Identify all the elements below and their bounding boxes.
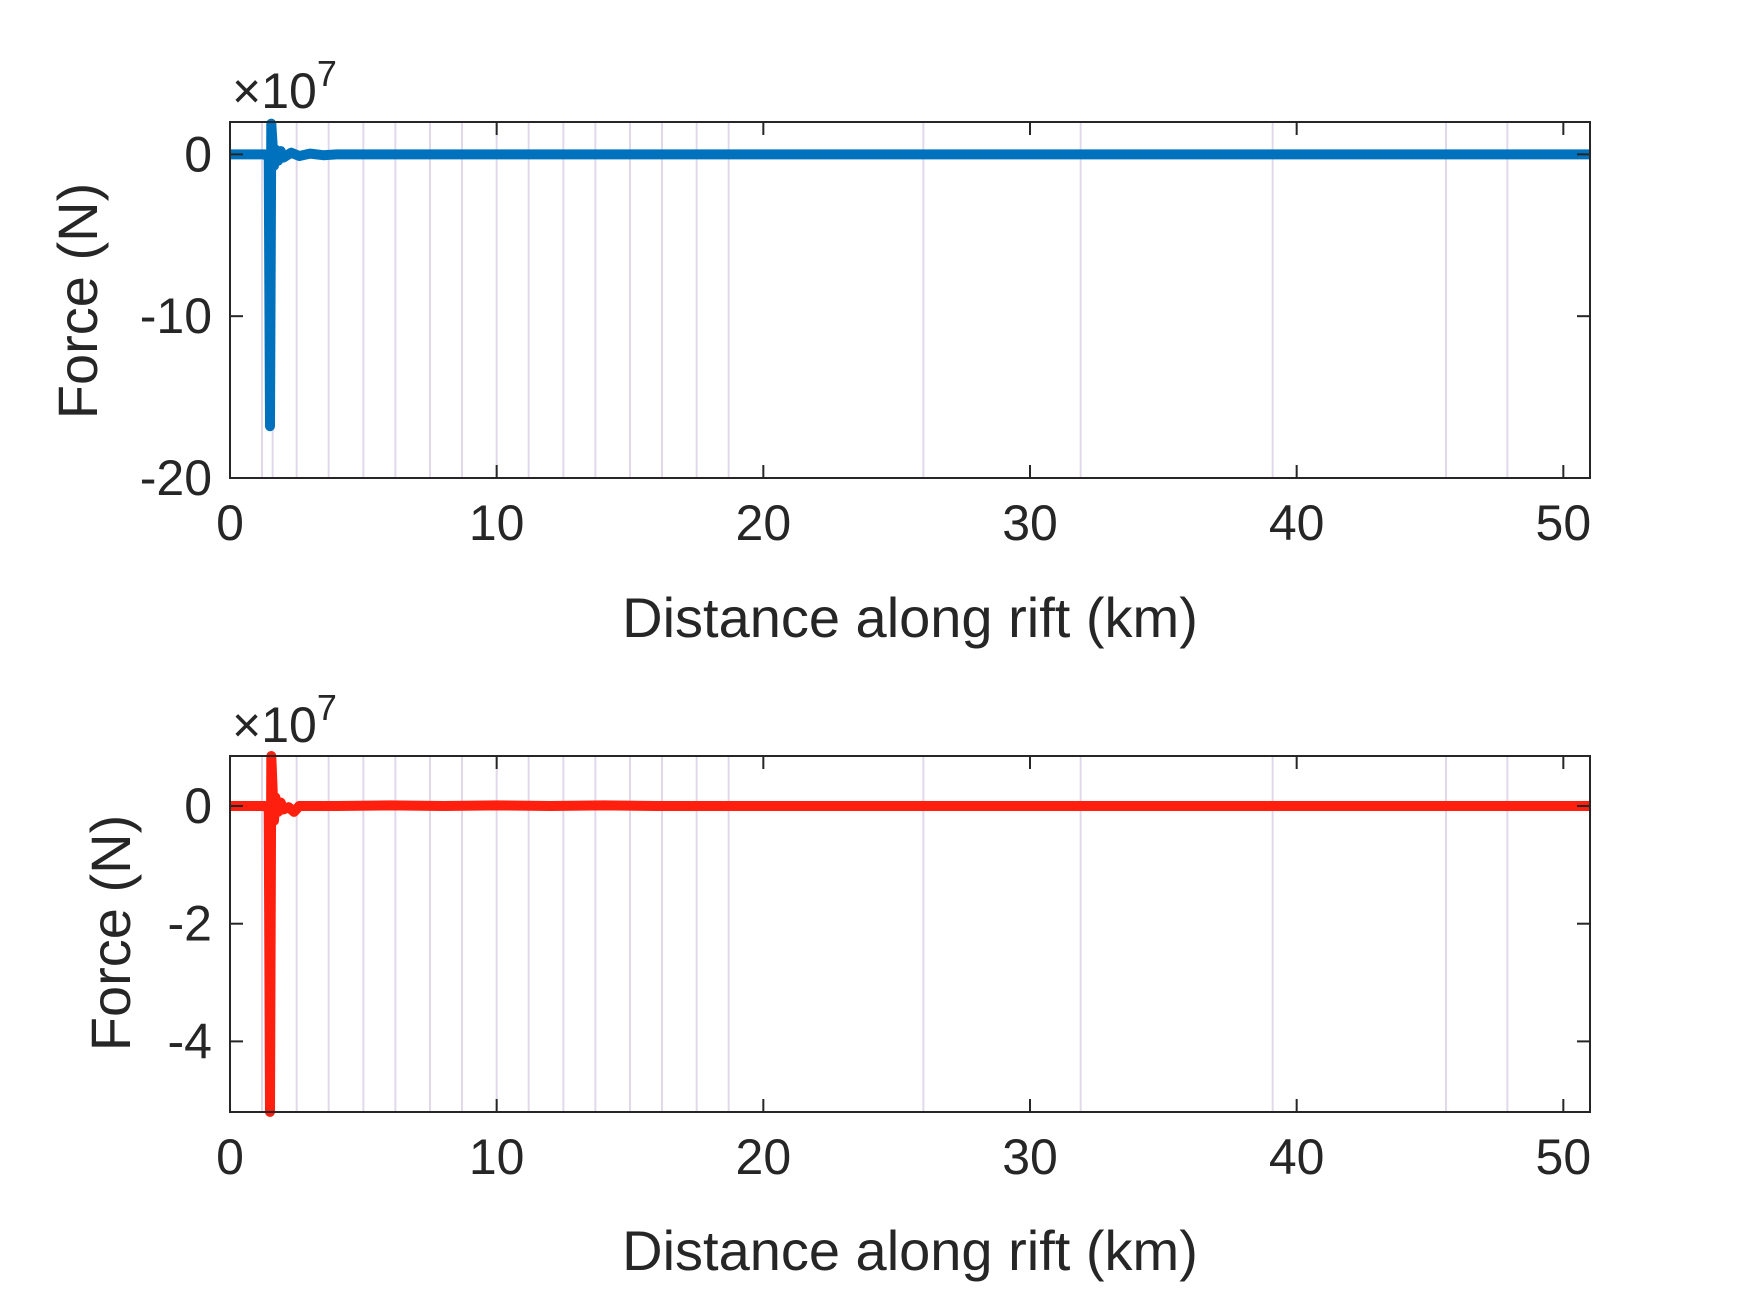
bottom-y-axis-label: Force (N) (79, 815, 142, 1051)
bottom-x-axis-label: Distance along rift (km) (622, 1219, 1198, 1282)
bottom-plot-area (230, 756, 1590, 1112)
top-x-tick-label: 0 (216, 495, 244, 551)
bottom-y-tick-label: -4 (168, 1013, 212, 1069)
top-x-axis-label: Distance along rift (km) (622, 586, 1198, 649)
top-x-tick-label: 30 (1002, 495, 1058, 551)
top-y-axis-label: Force (N) (46, 183, 109, 419)
top-force-panel: Force (N) Distance along rift (km) ×107 … (46, 53, 1591, 649)
bottom-x-tick-label: 10 (469, 1129, 525, 1185)
top-y-tick-label: 0 (184, 126, 212, 182)
top-y-tick-label: -20 (140, 450, 212, 506)
bottom-y-exponent-base: ×10 (232, 697, 317, 753)
bottom-force-series-line (230, 751, 1590, 1117)
bottom-y-tick-label: -2 (168, 896, 212, 952)
bottom-x-tick-label: 40 (1269, 1129, 1325, 1185)
bottom-y-tick-label: 0 (184, 778, 212, 834)
bottom-y-exponent: ×107 (232, 687, 337, 753)
bottom-x-tick-label: 30 (1002, 1129, 1058, 1185)
top-plot-area (230, 122, 1590, 478)
top-axes-box (229, 121, 1591, 479)
top-y-exponent-power: 7 (317, 53, 337, 94)
top-y-exponent-base: ×10 (232, 63, 317, 119)
bottom-y-exponent-power: 7 (317, 687, 337, 728)
bottom-x-tick-label: 50 (1536, 1129, 1592, 1185)
bottom-force-panel: Force (N) Distance along rift (km) ×107 … (79, 687, 1591, 1282)
top-y-tick-label: -10 (140, 288, 212, 344)
top-x-tick-label: 40 (1269, 495, 1325, 551)
top-x-tick-label: 20 (736, 495, 792, 551)
top-x-tick-label: 10 (469, 495, 525, 551)
top-force-series-line (230, 118, 1590, 432)
top-x-tick-label: 50 (1536, 495, 1592, 551)
bottom-x-tick-label: 0 (216, 1129, 244, 1185)
top-y-exponent: ×107 (232, 53, 337, 119)
bottom-axes-box (229, 755, 1591, 1113)
bottom-x-tick-label: 20 (736, 1129, 792, 1185)
